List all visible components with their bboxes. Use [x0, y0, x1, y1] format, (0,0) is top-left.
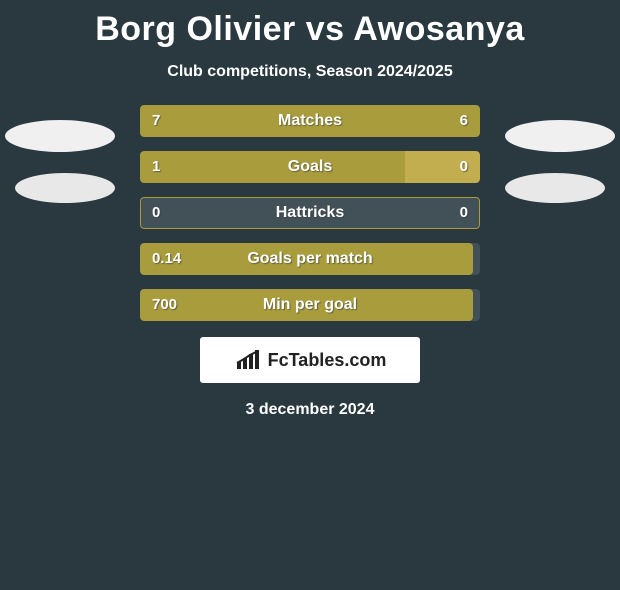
player1-avatar-b	[15, 173, 115, 203]
page-title: Borg Olivier vs Awosanya	[0, 10, 620, 49]
stat-bar-right	[405, 151, 480, 183]
comparison-content: 76Matches 10Goals 00Hattricks 0.14Goals per…	[0, 105, 620, 419]
stat-row: 00Hattricks	[140, 197, 480, 229]
stat-bars: 76Matches 10Goals 00Hattricks 0.14Goals per…	[140, 105, 480, 321]
stat-row: 700Min per goal	[140, 289, 480, 321]
page-subtitle: Club competitions, Season 2024/2025	[0, 63, 620, 81]
brand-logo: FcTables.com	[200, 337, 420, 383]
stat-row: 0.14Goals per match	[140, 243, 480, 275]
stat-row: 76Matches	[140, 105, 480, 137]
bar-chart-icon	[234, 348, 264, 372]
stat-row: 10Goals	[140, 151, 480, 183]
player2-avatar-b	[505, 173, 605, 203]
stat-bar-left	[140, 151, 405, 183]
brand-name: FcTables.com	[268, 350, 387, 371]
player1-avatar-a	[5, 120, 115, 152]
snapshot-date: 3 december 2024	[0, 401, 620, 419]
player2-avatar-a	[505, 120, 615, 152]
stat-bar-right	[324, 105, 480, 137]
stat-bar-full	[140, 243, 473, 275]
stat-bar-full	[140, 289, 473, 321]
stat-bar-left	[140, 105, 324, 137]
stat-bar-outline	[140, 197, 480, 229]
